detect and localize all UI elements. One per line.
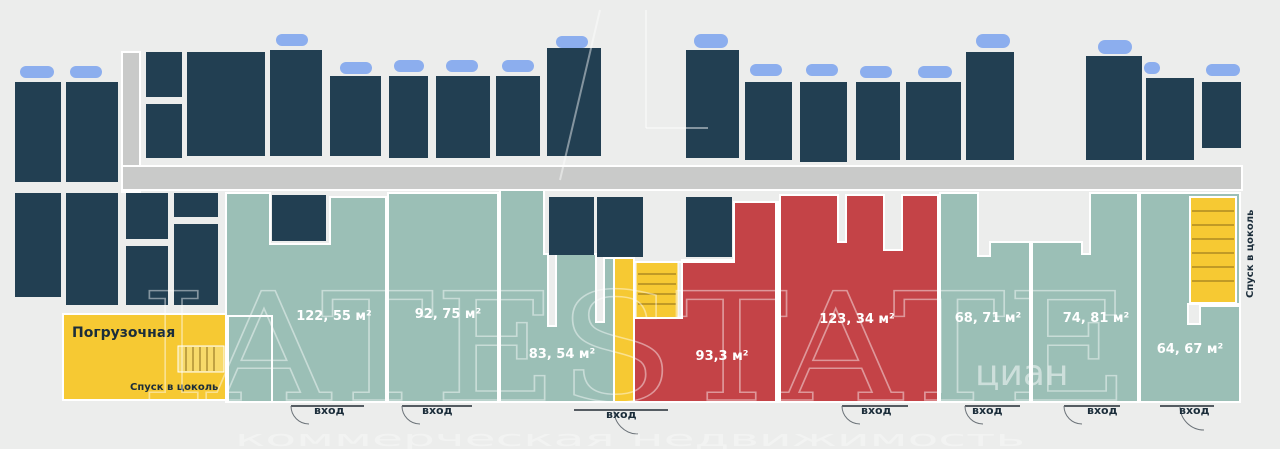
unit-area: 93,3 м² bbox=[696, 349, 749, 364]
entrance-label: вход bbox=[1179, 404, 1210, 417]
unit-2: 92, 75 м² bbox=[387, 192, 499, 403]
unit-5: 123, 34 м² bbox=[779, 194, 939, 403]
unit-area: 74, 81 м² bbox=[1063, 311, 1130, 326]
unit-7: 74, 81 м² bbox=[1031, 192, 1139, 403]
stairs-icon-left bbox=[177, 345, 225, 373]
left-buildings bbox=[15, 193, 218, 305]
watermark: IATESTATE коммерческая недвижимость циан bbox=[139, 9, 1131, 449]
unit-6: 68, 71 м² bbox=[939, 192, 1031, 403]
unit-3: 83, 54 м² bbox=[499, 189, 643, 403]
entrance-label: вход bbox=[972, 404, 1003, 417]
unit-area: 64, 67 м² bbox=[1157, 342, 1224, 357]
unit-4: 93,3 м² bbox=[633, 197, 779, 403]
roof-markers bbox=[20, 34, 1240, 78]
unit-area: 68, 71 м² bbox=[955, 311, 1022, 326]
corridor bbox=[121, 51, 1243, 193]
unit-area: 122, 55 м² bbox=[296, 309, 372, 324]
unit-area: 83, 54 м² bbox=[529, 347, 596, 362]
entrance-4: вход bbox=[841, 404, 908, 425]
watermark-stroke bbox=[559, 9, 601, 181]
unit-area: 123, 34 м² bbox=[819, 312, 895, 327]
stairwell-center bbox=[613, 257, 679, 403]
entrance-label: вход bbox=[861, 404, 892, 417]
loading-label: Погрузочная bbox=[72, 325, 175, 341]
loading-zone: Погрузочная Спуск в цоколь bbox=[62, 313, 227, 401]
entrance-2: вход bbox=[401, 404, 472, 425]
watermark-text: IATESTATE bbox=[140, 262, 1130, 436]
entrance-3: вход bbox=[574, 408, 668, 435]
entrance-1: вход bbox=[290, 404, 364, 425]
watermark-badge: циан bbox=[975, 353, 1069, 394]
entrance-label: вход bbox=[422, 404, 453, 417]
unit-1: 122, 55 м² bbox=[225, 192, 387, 403]
stairs-label-left: Спуск в цоколь bbox=[130, 382, 218, 393]
stairs-label-right: Спуск в цоколь bbox=[1245, 210, 1256, 298]
entrance-6: вход bbox=[1063, 404, 1120, 425]
entrance-label: вход bbox=[1087, 404, 1118, 417]
watermark-subtitle: коммерческая недвижимость bbox=[235, 427, 1025, 449]
entrance-label: вход bbox=[314, 404, 345, 417]
unit-area: 92, 75 м² bbox=[415, 307, 482, 322]
upper-buildings bbox=[15, 48, 1241, 182]
entrance-label: вход bbox=[606, 408, 637, 421]
entrance-5: вход bbox=[964, 404, 1020, 425]
entrance-7: вход bbox=[1160, 404, 1214, 431]
stairs-icon-right bbox=[1189, 196, 1237, 304]
unit-8: Спуск в цоколь 64, 67 м² bbox=[1139, 192, 1256, 403]
